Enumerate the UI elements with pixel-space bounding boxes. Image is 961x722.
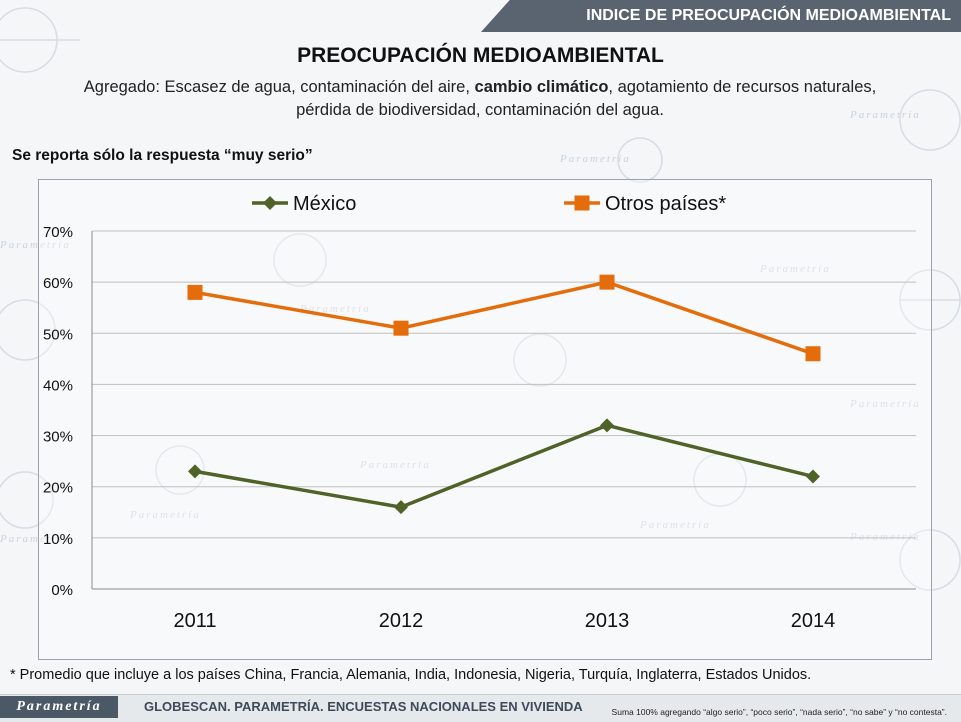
legend-entry: México	[252, 193, 356, 215]
data-point	[805, 346, 821, 362]
watermark-text: Parametría	[359, 459, 431, 471]
data-point	[188, 464, 202, 479]
watermark-text: Parametría	[849, 531, 921, 543]
watermark-text: Parametría	[639, 519, 711, 531]
data-point	[599, 274, 615, 290]
line-chart: 0% 10% 20% 30% 40% 50% 60% 70% 2011 2012 2013 2014 M…	[43, 193, 916, 632]
series-line	[194, 423, 814, 509]
watermark-text: Parametría	[129, 509, 201, 521]
watermark-text: Parametría	[759, 263, 831, 275]
legend-marker	[263, 196, 277, 210]
slide-title: PREOCUPACIÓN MEDIOAMBIENTAL	[297, 44, 664, 67]
chart-frame: 0% 10% 20% 30% 40% 50% 60% 70% 2011 2012 2013 2014 M…	[38, 179, 932, 660]
data-point	[600, 418, 614, 433]
y-tick-label: 60%	[43, 275, 73, 292]
footer-source: GLOBESCAN. PARAMETRÍA. ENCUESTAS NACIONA…	[144, 699, 583, 714]
gridlines	[92, 230, 916, 590]
x-tick-label: 2011	[173, 610, 216, 632]
y-tick-label: 10%	[43, 531, 73, 548]
subtitle-bold: cambio climático	[474, 78, 609, 96]
response-note: Se reporta sólo la respuesta “muy serio”	[12, 147, 313, 164]
subtitle-part-3: pérdida de biodiversidad, contaminación …	[296, 101, 664, 119]
y-tick-label: 70%	[43, 224, 73, 241]
watermark-text: Parametría	[849, 398, 921, 410]
watermark-text: Parametría	[0, 239, 71, 251]
watermark-text: Parametría	[0, 533, 71, 545]
legend-label: México	[293, 193, 356, 215]
subtitle-part-2: , agotamiento de recursos naturales,	[608, 78, 877, 96]
legend-label: Otros países*	[605, 193, 726, 215]
y-tick-label: 20%	[43, 480, 73, 497]
x-tick-label: 2013	[585, 610, 630, 632]
data-point	[394, 500, 408, 515]
y-tick-label: 40%	[43, 377, 73, 394]
footnote: * Promedio que incluye a los países Chin…	[10, 667, 812, 683]
section-banner: INDICE DE PREOCUPACIÓN MEDIOAMBIENTAL	[481, 0, 961, 32]
footer-logo: Parametría	[0, 696, 118, 718]
subtitle-part-1: Agregado: Escasez de agua, contaminación…	[83, 78, 475, 96]
data-point	[806, 469, 820, 484]
slide-subtitle: Agregado: Escasez de agua, contaminación…	[40, 76, 920, 122]
x-tick-label: 2014	[791, 610, 836, 632]
data-point	[187, 284, 203, 300]
legend-marker	[574, 195, 590, 211]
x-tick-label: 2012	[379, 610, 424, 632]
series-mexico	[188, 418, 820, 515]
y-tick-label: 0%	[51, 582, 73, 599]
y-tick-label: 30%	[43, 429, 73, 446]
footer-note: Suma 100% agregando “algo serio”, “poco …	[611, 707, 947, 717]
data-point	[393, 320, 409, 336]
section-banner-text: INDICE DE PREOCUPACIÓN MEDIOAMBIENTAL	[586, 7, 951, 24]
series-line	[194, 280, 814, 356]
y-tick-label: 50%	[43, 326, 73, 343]
watermark-text: Parametría	[849, 109, 921, 121]
watermark-text: Parametría	[559, 153, 631, 165]
series-otros-paises	[187, 274, 821, 362]
footer-bar	[0, 694, 961, 722]
legend-entry: Otros países*	[564, 193, 726, 215]
